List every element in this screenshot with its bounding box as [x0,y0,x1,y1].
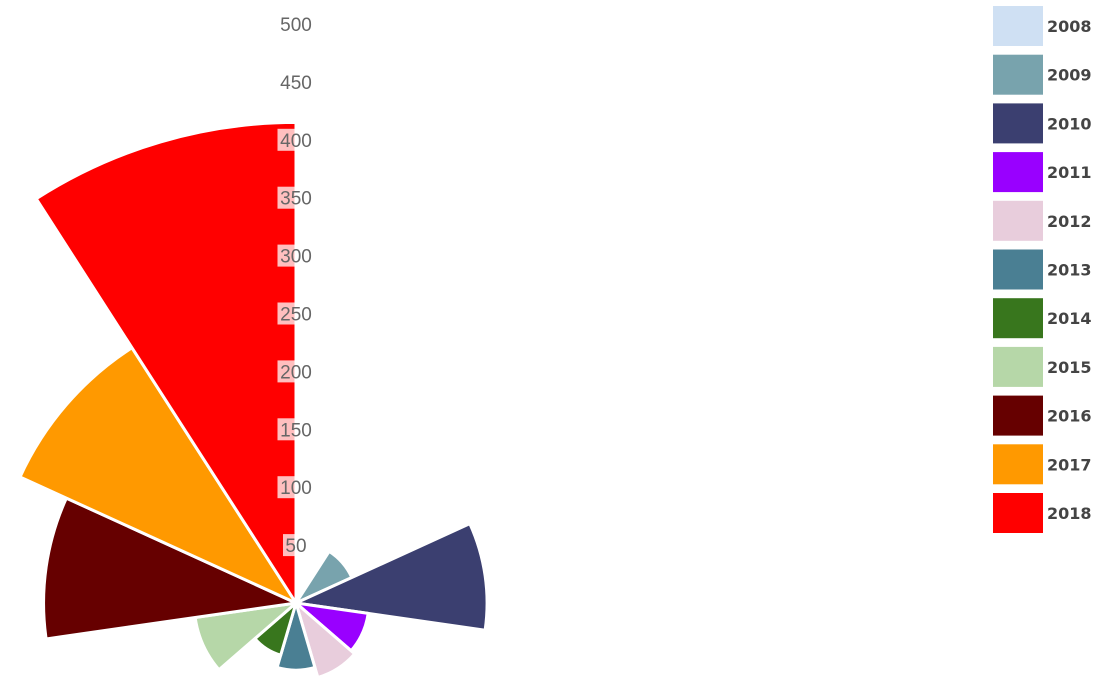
legend-label[interactable]: 2016 [1047,407,1092,426]
r-tick-label-backdrop [277,302,315,325]
r-tick-label-backdrop [277,476,315,499]
r-tick-label: 400 [280,131,312,152]
legend-label[interactable]: 2010 [1047,114,1092,133]
r-tick-label: 50 [285,536,306,557]
r-tick-label: 500 [280,15,312,36]
legend-item-2009[interactable]: 2009 [993,54,1092,95]
legend-swatch[interactable] [993,493,1043,533]
r-tick-label: 200 [280,362,312,383]
legend-label[interactable]: 2015 [1047,358,1092,377]
r-tick-label-backdrop [277,13,315,35]
sector-2013[interactable] [275,601,317,672]
legend-label[interactable]: 2011 [1047,163,1092,182]
legend-label[interactable]: 2012 [1047,212,1092,231]
legend-item-2011[interactable]: 2011 [993,152,1092,193]
sector-2016[interactable] [42,496,298,641]
legend-swatch[interactable] [993,249,1043,290]
r-tick-label: 350 [280,189,312,210]
legend-swatch[interactable] [993,152,1043,193]
sector-2018[interactable] [34,120,298,605]
r-tick-label: 300 [280,247,312,268]
legend-swatch[interactable] [993,6,1043,46]
r-tick-label-backdrop [277,418,315,441]
legend-item-2015[interactable]: 2015 [993,346,1092,387]
r-tick-label-backdrop [277,70,315,93]
legend-item-2014[interactable]: 2014 [993,298,1092,339]
r-tick-label: 450 [280,73,312,94]
sector-2017[interactable] [18,346,298,605]
sector-2010[interactable] [294,522,489,632]
r-tick-label: 250 [280,305,312,326]
sector-2012[interactable] [294,601,357,679]
r-tick-label: 150 [280,420,312,441]
r-tick-label-backdrop [277,360,315,383]
legend-swatch[interactable] [993,54,1043,95]
legend-label[interactable]: 2014 [1047,309,1092,328]
legend-item-2013[interactable]: 2013 [993,249,1092,290]
r-tick-label-backdrop [283,534,309,557]
legend-label[interactable]: 2009 [1047,66,1092,85]
chart-sectors [18,120,489,679]
legend-swatch[interactable] [993,298,1043,339]
legend-item-2012[interactable]: 2012 [993,200,1092,241]
legend-swatch[interactable] [993,103,1043,144]
legend-label[interactable]: 2013 [1047,261,1092,280]
legend-swatch[interactable] [993,395,1043,436]
radial-axis: 50 100 150 200 250 300 350 400 450 500 [277,13,315,557]
legend-swatch[interactable] [993,346,1043,387]
legend-item-2018[interactable]: 2018 [993,493,1092,533]
legend-item-2016[interactable]: 2016 [993,395,1092,436]
legend-label[interactable]: 2018 [1047,504,1092,523]
r-tick-label-backdrop [277,244,315,267]
legend-item-2010[interactable]: 2010 [993,103,1092,144]
legend-label[interactable]: 2008 [1047,17,1092,36]
legend-item-2008[interactable]: 2008 [993,6,1092,46]
legend-swatch[interactable] [993,444,1043,485]
legend-item-2017[interactable]: 2017 [993,444,1092,485]
r-tick-label-backdrop [277,128,315,151]
r-tick-label-backdrop [277,186,315,209]
chart-legend[interactable]: 2008 2009 2010 2011 2012 2013 2014 2015 2016 2017… [993,6,1092,533]
legend-label[interactable]: 2017 [1047,455,1092,474]
legend-swatch[interactable] [993,200,1043,241]
r-tick-label: 100 [280,478,312,499]
